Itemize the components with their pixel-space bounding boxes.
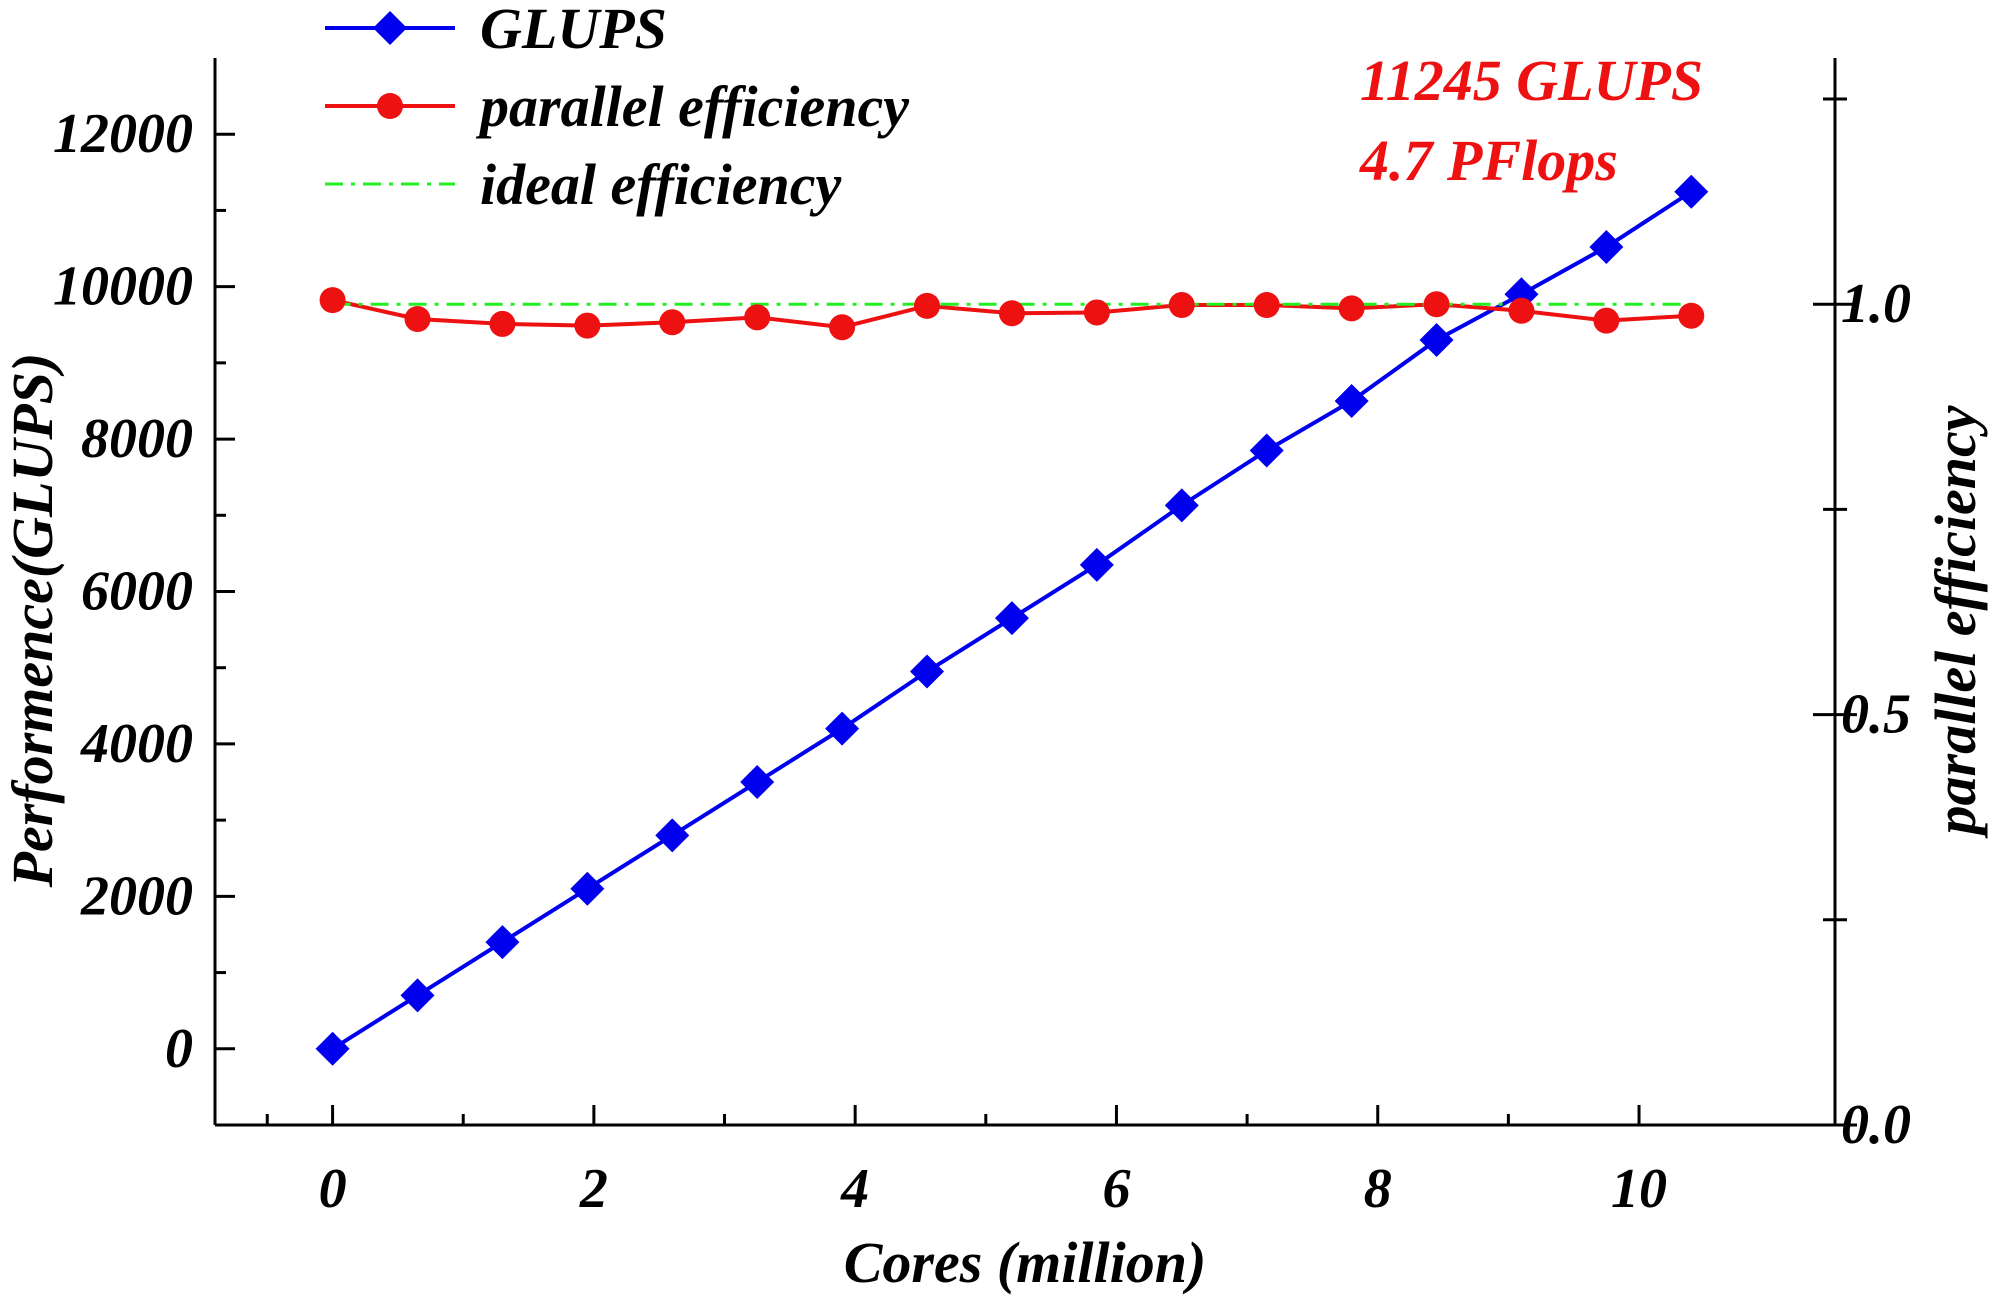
glups-point bbox=[1249, 433, 1284, 468]
legend-circle-marker bbox=[377, 93, 403, 119]
y-tick-label: 0 bbox=[165, 1018, 193, 1080]
efficiency-point bbox=[1253, 292, 1280, 319]
efficiency-point bbox=[659, 309, 686, 336]
annotation-text: 11245 GLUPS bbox=[1360, 48, 1703, 113]
efficiency-point bbox=[744, 304, 771, 331]
annotations: 11245 GLUPS 4.7 PFlops bbox=[1359, 48, 1703, 193]
glups-point bbox=[570, 871, 605, 906]
efficiency-point bbox=[1508, 297, 1535, 324]
y2-tick-label: 1.0 bbox=[1841, 273, 1911, 335]
y-tick-label: 2000 bbox=[80, 865, 193, 927]
axis-ticks: 0 2 4 6 8 10 0 2000 4000 6000 8000 10000 12000 0.0 0.5… bbox=[53, 97, 1911, 1220]
efficiency-point bbox=[1083, 299, 1110, 326]
glups-point bbox=[825, 711, 860, 746]
legend: GLUPS parallel efficiency ideal efficiency bbox=[325, 0, 909, 217]
glups-point bbox=[315, 1031, 350, 1066]
legend-label: GLUPS bbox=[480, 0, 667, 61]
efficiency-point bbox=[829, 314, 856, 341]
efficiency-point bbox=[1593, 307, 1620, 334]
x-tick-label: 4 bbox=[840, 1158, 869, 1220]
legend-label: parallel efficiency bbox=[475, 74, 909, 139]
y-tick-label: 10000 bbox=[53, 256, 193, 318]
efficiency-point bbox=[574, 312, 601, 339]
efficiency-point bbox=[914, 292, 941, 319]
efficiency-point bbox=[319, 287, 346, 314]
y2-tick-label: 0.5 bbox=[1841, 684, 1911, 746]
glups-point bbox=[400, 978, 435, 1013]
annotation-text: 4.7 PFlops bbox=[1359, 128, 1618, 193]
y-tick-label: 4000 bbox=[80, 713, 193, 775]
glups-point bbox=[1419, 322, 1454, 357]
series-markers bbox=[315, 174, 1709, 1066]
x-tick-label: 0 bbox=[319, 1158, 347, 1220]
glups-point bbox=[1589, 230, 1624, 265]
efficiency-point bbox=[1423, 291, 1450, 318]
glups-point bbox=[1164, 488, 1199, 523]
y-axis-label: Performence(GLUPS) bbox=[0, 353, 65, 889]
efficiency-point bbox=[1168, 292, 1195, 319]
glups-point bbox=[655, 818, 690, 853]
x-tick-label: 6 bbox=[1102, 1158, 1130, 1220]
x-axis-label: Cores (million) bbox=[844, 1230, 1207, 1295]
efficiency-point bbox=[404, 306, 431, 333]
legend-label: ideal efficiency bbox=[480, 152, 842, 217]
efficiency-point bbox=[489, 310, 516, 337]
glups-point bbox=[910, 654, 945, 689]
x-tick-label: 8 bbox=[1364, 1158, 1392, 1220]
y-tick-label: 8000 bbox=[81, 408, 193, 470]
efficiency-point bbox=[998, 300, 1025, 327]
glups-point bbox=[1079, 547, 1114, 582]
glups-point bbox=[485, 925, 520, 960]
glups-point bbox=[994, 601, 1029, 636]
efficiency-point bbox=[1338, 295, 1365, 322]
glups-point bbox=[1334, 383, 1369, 418]
y2-axis-label: parallel efficiency bbox=[1923, 405, 1988, 839]
glups-point bbox=[1674, 174, 1709, 209]
x-tick-label: 2 bbox=[579, 1158, 608, 1220]
y-tick-label: 12000 bbox=[53, 103, 193, 165]
glups-point bbox=[740, 765, 775, 800]
y-tick-label: 6000 bbox=[81, 561, 193, 623]
plot-axes bbox=[213, 58, 1837, 1127]
y2-tick-label: 0.0 bbox=[1841, 1094, 1911, 1156]
x-tick-label: 10 bbox=[1611, 1158, 1667, 1220]
efficiency-point bbox=[1678, 302, 1705, 329]
legend-diamond-marker bbox=[373, 11, 407, 45]
